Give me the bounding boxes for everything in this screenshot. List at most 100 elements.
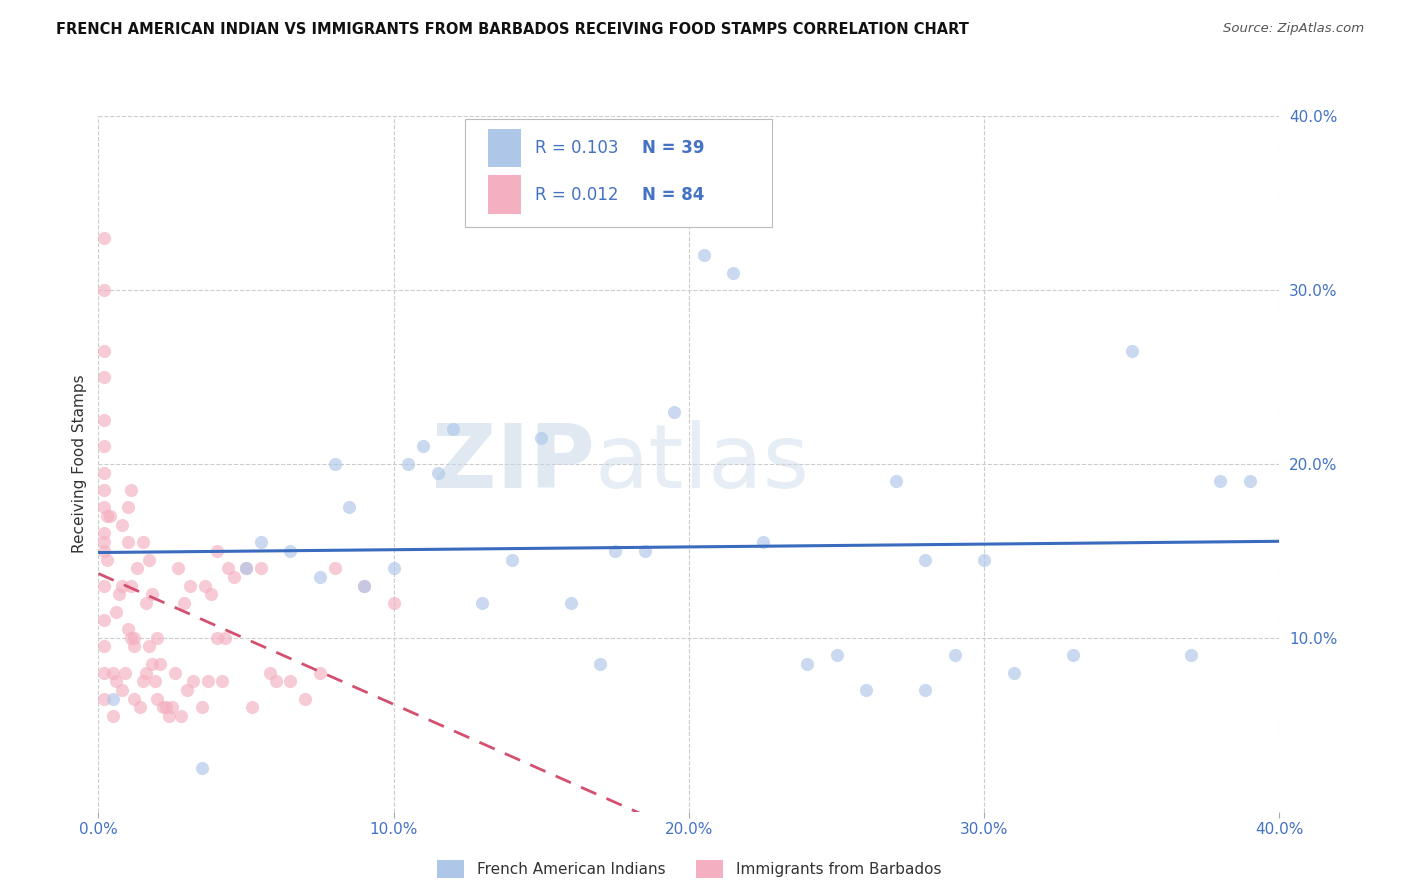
Text: R = 0.012: R = 0.012 [536, 186, 619, 203]
Point [141, 587, 163, 601]
Point [796, 657, 818, 671]
Point [162, 700, 183, 714]
Point [122, 691, 145, 706]
Point [93, 343, 115, 358]
Point [122, 631, 145, 645]
Point [1180, 648, 1202, 662]
Point [412, 440, 434, 454]
Text: atlas: atlas [595, 420, 810, 508]
Text: R = 0.103: R = 0.103 [536, 139, 619, 157]
Point [205, 631, 228, 645]
Point [1062, 648, 1084, 662]
Point [224, 570, 246, 584]
Point [501, 552, 523, 566]
Point [176, 683, 198, 698]
Point [382, 596, 405, 610]
Point [120, 578, 142, 592]
Point [93, 665, 115, 680]
Point [323, 561, 346, 575]
Point [1002, 665, 1025, 680]
Point [353, 578, 375, 592]
Point [141, 657, 163, 671]
Point [117, 535, 139, 549]
Point [197, 674, 219, 689]
Point [96, 508, 118, 523]
Point [250, 561, 273, 575]
Point [240, 700, 263, 714]
Point [108, 587, 131, 601]
Point [93, 691, 115, 706]
Point [191, 761, 214, 775]
Point [157, 709, 180, 723]
Point [125, 561, 148, 575]
Point [278, 674, 302, 689]
Point [103, 691, 125, 706]
Point [93, 640, 115, 654]
Point [914, 552, 936, 566]
Point [167, 561, 190, 575]
Point [93, 283, 115, 297]
Point [943, 648, 966, 662]
Point [138, 640, 160, 654]
Point [93, 230, 115, 244]
Point [560, 596, 582, 610]
Y-axis label: Receiving Food Stamps: Receiving Food Stamps [72, 375, 87, 553]
Point [149, 657, 172, 671]
Text: FRENCH AMERICAN INDIAN VS IMMIGRANTS FROM BARBADOS RECEIVING FOOD STAMPS CORRELA: FRENCH AMERICAN INDIAN VS IMMIGRANTS FRO… [56, 22, 969, 37]
Point [93, 440, 115, 454]
Point [605, 543, 627, 558]
Point [1121, 343, 1143, 358]
Point [93, 500, 115, 515]
Point [93, 466, 115, 480]
Point [309, 570, 332, 584]
Point [138, 552, 160, 566]
Point [93, 483, 115, 497]
Point [235, 561, 257, 575]
Point [111, 517, 134, 532]
Point [1239, 474, 1261, 488]
Point [173, 596, 195, 610]
Point [309, 665, 332, 680]
Text: ZIP: ZIP [432, 420, 595, 508]
Point [93, 369, 115, 384]
Point [396, 457, 419, 471]
Point [337, 500, 360, 515]
Point [179, 578, 201, 592]
Point [155, 700, 177, 714]
Text: Source: ZipAtlas.com: Source: ZipAtlas.com [1223, 22, 1364, 36]
Point [884, 474, 907, 488]
Point [122, 640, 145, 654]
Point [200, 587, 222, 601]
Point [191, 700, 214, 714]
Point [165, 665, 187, 680]
Point [93, 614, 115, 628]
Point [471, 596, 494, 610]
Bar [488, 176, 522, 214]
Point [589, 657, 612, 671]
Point [128, 700, 150, 714]
Point [96, 552, 118, 566]
Point [194, 578, 217, 592]
Point [93, 526, 115, 541]
Text: N = 84: N = 84 [641, 186, 704, 203]
Point [217, 561, 239, 575]
Point [693, 248, 716, 262]
Point [117, 500, 139, 515]
Point [211, 674, 233, 689]
Point [93, 535, 115, 549]
Point [530, 431, 553, 445]
Point [250, 535, 273, 549]
Point [117, 622, 139, 636]
Point [143, 674, 166, 689]
Point [152, 700, 174, 714]
Point [353, 578, 375, 592]
Point [441, 422, 464, 436]
Point [278, 543, 302, 558]
Point [105, 674, 128, 689]
Point [105, 605, 128, 619]
Point [214, 631, 236, 645]
Point [235, 561, 257, 575]
Point [135, 596, 157, 610]
Point [751, 535, 773, 549]
FancyBboxPatch shape [464, 120, 772, 227]
